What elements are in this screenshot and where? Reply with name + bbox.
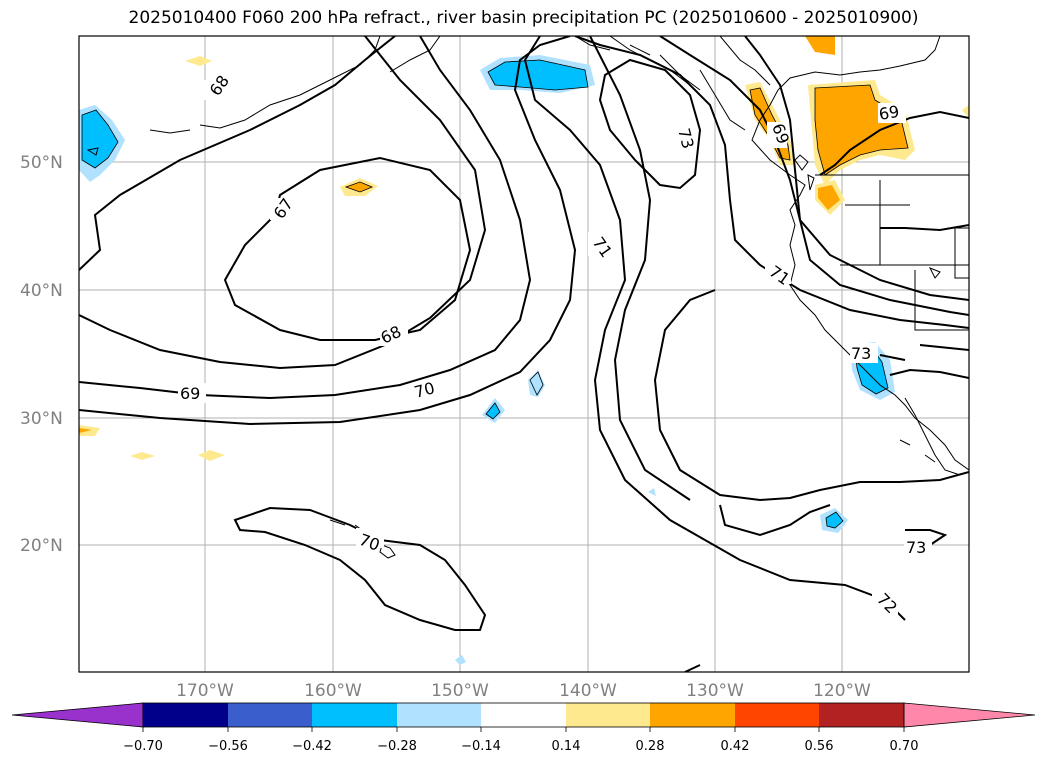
colorbar-segment [143, 703, 228, 727]
lon-label-120w: 120°W [813, 681, 871, 701]
contour-label: 69 [180, 384, 200, 403]
colorbar-segment [312, 703, 397, 727]
colorbar-tick-label: 0.70 [890, 739, 919, 754]
lat-label-20n: 20°N [20, 536, 63, 556]
map-frame [78, 35, 970, 673]
colorbar-segment [228, 703, 312, 727]
colorbar-tick-label: 0.28 [636, 739, 665, 754]
lon-label-140w: 140°W [559, 681, 617, 701]
colorbar-segment [566, 703, 650, 727]
colorbar-tick-label: −0.28 [377, 739, 417, 754]
colorbar-segment [481, 703, 566, 727]
colorbar-segment [819, 703, 904, 727]
colorbar-segment [397, 703, 481, 727]
colorbar-extend-right [903, 702, 1036, 728]
colorbar-tick-label: −0.42 [292, 739, 332, 754]
contour-label: 73 [851, 344, 871, 363]
contour-label: 69 [877, 102, 900, 124]
colorbar-tick-label: −0.70 [123, 739, 163, 754]
map-title: 2025010400 F060 200 hPa refract., river … [128, 8, 919, 28]
contour-labels: 68 67 68 69 70 71 73 71 73 73 72 70 69 [178, 72, 932, 617]
contour-label: 70 [412, 378, 437, 402]
lon-label-130w: 130°W [686, 681, 744, 701]
lat-label-50n: 50°N [20, 153, 63, 173]
refractivity-contours [79, 36, 969, 672]
colorbar-tick-label: −0.56 [208, 739, 248, 754]
colorbar-tick-label: 0.42 [721, 739, 750, 754]
contour-label: 73 [906, 538, 926, 557]
lon-labels: 170°W 160°W 150°W 140°W 130°W 120°W [176, 681, 871, 701]
colorbar-tick-label: 0.56 [805, 739, 834, 754]
colorbar: −0.70 −0.56 −0.42 −0.28 −0.14 0.14 0.28 … [11, 702, 1036, 754]
colorbar-tick-label: −0.14 [461, 739, 501, 754]
lat-labels: 50°N 40°N 30°N 20°N [20, 153, 63, 556]
colorbar-extend-left [11, 702, 144, 728]
precip-negative-shading [79, 55, 895, 665]
lon-label-160w: 160°W [304, 681, 362, 701]
lon-label-170w: 170°W [176, 681, 234, 701]
lat-label-40n: 40°N [20, 281, 63, 301]
colorbar-segment [735, 703, 819, 727]
colorbar-segment [650, 703, 735, 727]
lon-label-150w: 150°W [431, 681, 489, 701]
colorbar-tick-label: 0.14 [552, 739, 581, 754]
lat-label-30n: 30°N [20, 409, 63, 429]
contour-label: 73 [674, 126, 698, 151]
